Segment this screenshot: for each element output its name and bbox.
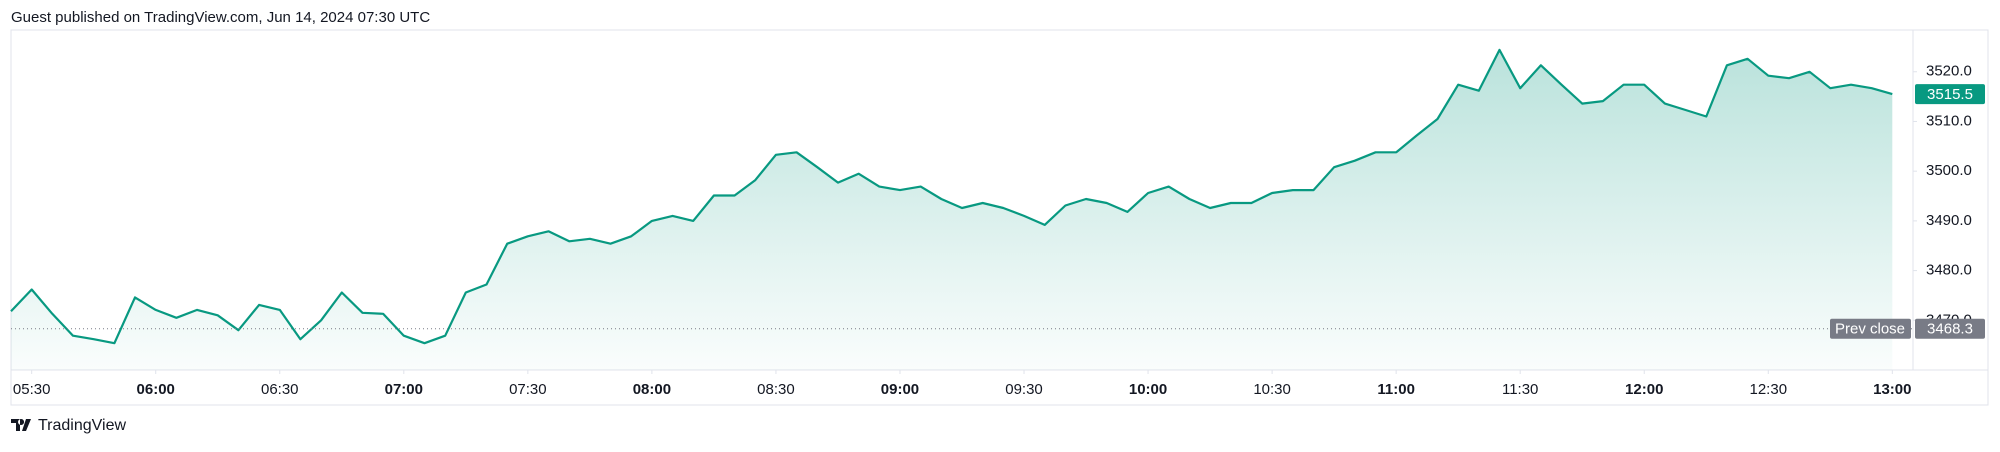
x-tick-label: 06:30 <box>261 381 299 398</box>
last-price-badge <box>1915 84 1985 105</box>
area-fill <box>11 49 1893 371</box>
x-tick-label: 11:00 <box>1377 381 1415 398</box>
x-tick-label: 09:30 <box>1005 381 1043 398</box>
y-tick-label: 3480.0 <box>1926 262 1972 279</box>
x-tick-label: 12:30 <box>1750 381 1788 398</box>
prev-close-label: Prev close <box>1835 321 1905 338</box>
prev-close-value-badge <box>1915 318 1985 339</box>
y-tick-label: 3490.0 <box>1926 212 1972 229</box>
x-tick-label: 10:00 <box>1129 381 1167 398</box>
frame <box>10 29 1989 406</box>
prev-close-badge <box>1830 318 1911 339</box>
x-tick-label: 10:30 <box>1253 381 1291 398</box>
x-tick-label: 09:00 <box>881 381 919 398</box>
header-text: Guest published on TradingView.com, Jun … <box>11 9 430 26</box>
y-tick-label: 3520.0 <box>1926 63 1972 80</box>
price-line <box>10 48 1893 345</box>
x-tick-label: 07:00 <box>385 381 423 398</box>
footer-brand: TradingView <box>38 417 126 434</box>
y-tick-label: 3510.0 <box>1926 112 1972 129</box>
last-price-label: 3515.5 <box>1927 86 1973 103</box>
x-tick-label: 13:00 <box>1873 381 1911 398</box>
prev-close-value: 3468.3 <box>1927 321 1973 338</box>
x-tick-label: 08:30 <box>757 381 795 398</box>
x-tick-label: 08:00 <box>633 381 671 398</box>
y-tick-label: 3500.0 <box>1926 162 1972 179</box>
x-tick-label: 11:30 <box>1502 381 1538 398</box>
x-tick-label: 12:00 <box>1625 381 1663 398</box>
x-tick-label: 06:00 <box>137 381 175 398</box>
x-tick-label: 07:30 <box>509 381 547 398</box>
x-tick-label: 05:30 <box>13 381 51 398</box>
logo <box>11 419 31 431</box>
